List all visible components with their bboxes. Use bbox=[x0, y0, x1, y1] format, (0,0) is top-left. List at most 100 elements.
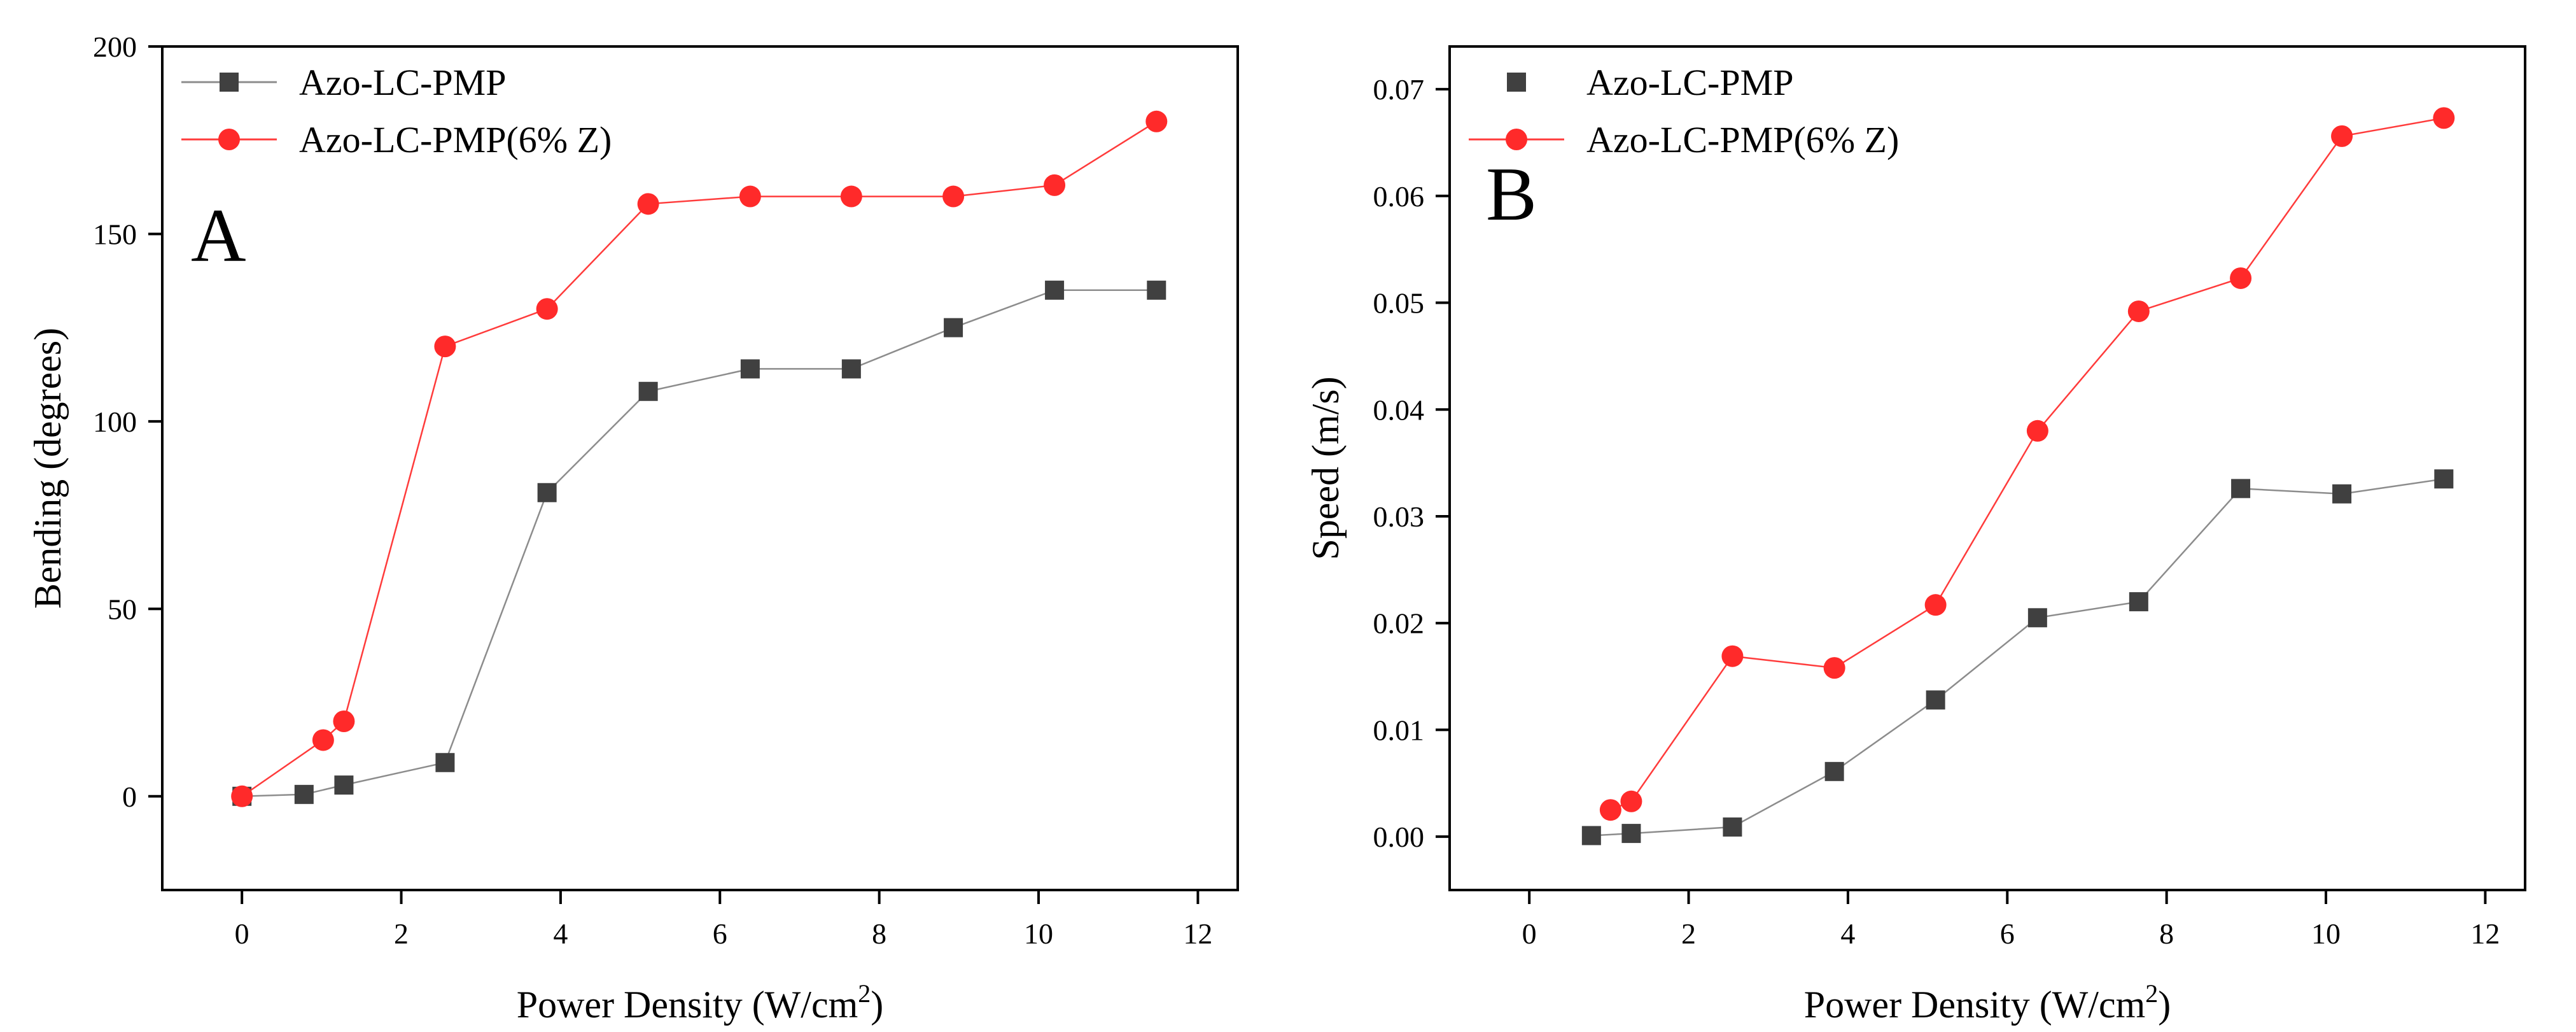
x-axis-label-main: Power Density (W/cm bbox=[1804, 984, 2146, 1026]
x-axis-label-sup: 2 bbox=[2145, 979, 2158, 1008]
y-tick-label: 0.06 bbox=[1373, 180, 1425, 213]
y-axis-label: Bending (degrees) bbox=[27, 328, 69, 609]
data-point-square bbox=[1824, 761, 1844, 781]
series-1 bbox=[231, 110, 1168, 807]
series-line bbox=[1610, 117, 2444, 811]
y-axis-label: Speed (m/s) bbox=[1305, 376, 1347, 560]
data-point-circle bbox=[231, 785, 253, 807]
data-point-circle bbox=[2127, 300, 2150, 322]
panel-b-chart: 0 2 4 6 8 10 12 0.00 0.01 0.02 0.03 0.04 0.05 0.06 0.0… bbox=[1305, 45, 2526, 1026]
x-tick-label: 8 bbox=[872, 917, 886, 950]
x-tick-label: 2 bbox=[1681, 917, 1696, 950]
x-tick-label: 0 bbox=[235, 917, 249, 950]
data-point-circle bbox=[312, 729, 334, 751]
data-point-circle bbox=[739, 185, 761, 208]
series-line bbox=[1591, 478, 2444, 837]
data-point-square bbox=[638, 381, 658, 401]
y-tick-label: 0.05 bbox=[1373, 287, 1425, 320]
data-point-circle bbox=[536, 298, 558, 320]
data-point-circle bbox=[2433, 107, 2455, 129]
data-point-circle bbox=[1145, 110, 1168, 132]
x-tick-label: 6 bbox=[2000, 917, 2015, 950]
data-point-circle bbox=[333, 710, 355, 732]
x-tick-label: 12 bbox=[1183, 917, 1212, 950]
legend-label: Azo-LC-PMP bbox=[1586, 62, 1793, 103]
y-tick-label: 0.02 bbox=[1373, 607, 1425, 640]
y-tick-label: 0.03 bbox=[1373, 500, 1425, 533]
data-point-circle bbox=[1721, 645, 1744, 667]
x-axis-label-close: ) bbox=[2158, 984, 2171, 1026]
series-0 bbox=[232, 280, 1166, 806]
x-tick-label: 10 bbox=[2311, 917, 2341, 950]
x-axis-label-sup: 2 bbox=[858, 979, 871, 1008]
data-point-circle bbox=[1599, 799, 1621, 821]
panel-label: A bbox=[191, 193, 246, 278]
y-tick-label: 0.07 bbox=[1373, 73, 1425, 106]
legend-marker-circle bbox=[218, 129, 240, 150]
legend-marker-square bbox=[1507, 73, 1526, 92]
data-point-square bbox=[2332, 484, 2352, 504]
x-axis-label-main: Power Density (W/cm bbox=[517, 984, 858, 1026]
data-point-circle bbox=[942, 185, 965, 208]
y-tick-label: 0.00 bbox=[1373, 821, 1425, 853]
y-tick-label: 150 bbox=[93, 218, 137, 250]
series-line bbox=[241, 120, 1157, 797]
data-point-square bbox=[2434, 469, 2454, 489]
x-tick-label: 2 bbox=[394, 917, 409, 950]
data-point-square bbox=[1926, 690, 1945, 710]
data-point-square bbox=[435, 753, 455, 772]
x-tick-label: 10 bbox=[1024, 917, 1053, 950]
y-tick-label: 100 bbox=[93, 406, 137, 438]
panel-label: B bbox=[1486, 152, 1537, 236]
legend: Azo-LC-PMP Azo-LC-PMP(6% Z) bbox=[181, 62, 612, 160]
legend-label: Azo-LC-PMP(6% Z) bbox=[1586, 119, 1899, 160]
legend-marker-circle bbox=[1506, 129, 1527, 150]
x-tick-label: 6 bbox=[713, 917, 727, 950]
data-point-circle bbox=[1044, 174, 1066, 196]
data-point-square bbox=[537, 483, 557, 502]
data-point-circle bbox=[1823, 657, 1845, 679]
legend-marker-square bbox=[220, 73, 239, 92]
data-point-square bbox=[294, 784, 314, 804]
data-point-circle bbox=[1924, 594, 1947, 616]
data-point-square bbox=[334, 775, 354, 795]
data-point-square bbox=[740, 359, 760, 379]
x-axis-label: Power Density (W/cm2) bbox=[1804, 979, 2171, 1026]
y-tick-label: 50 bbox=[108, 593, 137, 625]
x-tick-label: 4 bbox=[553, 917, 568, 950]
x-axis-label-close: ) bbox=[871, 984, 883, 1026]
series-0 bbox=[1581, 469, 2454, 845]
x-tick-label: 0 bbox=[1522, 917, 1537, 950]
data-point-square bbox=[1045, 280, 1065, 300]
x-tick-label: 4 bbox=[1840, 917, 1855, 950]
data-point-square bbox=[1723, 817, 1742, 837]
series-line bbox=[242, 289, 1157, 798]
data-point-square bbox=[2027, 608, 2047, 628]
plot-frame bbox=[161, 45, 1239, 891]
data-point-square bbox=[2231, 479, 2251, 498]
x-axis-label: Power Density (W/cm2) bbox=[517, 979, 884, 1026]
data-point-circle bbox=[637, 193, 659, 215]
data-point-circle bbox=[1620, 790, 1642, 812]
x-tick-label: 12 bbox=[2470, 917, 2500, 950]
y-tick-label: 0 bbox=[122, 781, 137, 813]
panel-a-chart: 0 2 4 6 8 10 12 0 50 100 150 200 Power Density (W/cm… bbox=[27, 31, 1239, 1026]
data-point-square bbox=[1147, 280, 1166, 300]
series-1 bbox=[1599, 107, 2455, 821]
data-point-circle bbox=[840, 185, 862, 208]
plot-frame bbox=[1448, 45, 2526, 891]
y-tick-label: 200 bbox=[93, 31, 137, 63]
data-point-circle bbox=[2026, 420, 2048, 442]
data-point-square bbox=[1621, 824, 1641, 844]
data-point-square bbox=[944, 318, 963, 337]
legend: Azo-LC-PMP Azo-LC-PMP(6% Z) bbox=[1469, 62, 1899, 160]
x-tick-label: 8 bbox=[2159, 917, 2174, 950]
data-point-square bbox=[1581, 826, 1601, 845]
y-tick-label: 0.01 bbox=[1373, 714, 1425, 746]
legend-label: Azo-LC-PMP bbox=[299, 62, 506, 103]
data-point-circle bbox=[2331, 125, 2353, 147]
data-point-square bbox=[841, 359, 861, 379]
legend-label: Azo-LC-PMP(6% Z) bbox=[299, 119, 612, 160]
data-point-square bbox=[2129, 592, 2148, 612]
